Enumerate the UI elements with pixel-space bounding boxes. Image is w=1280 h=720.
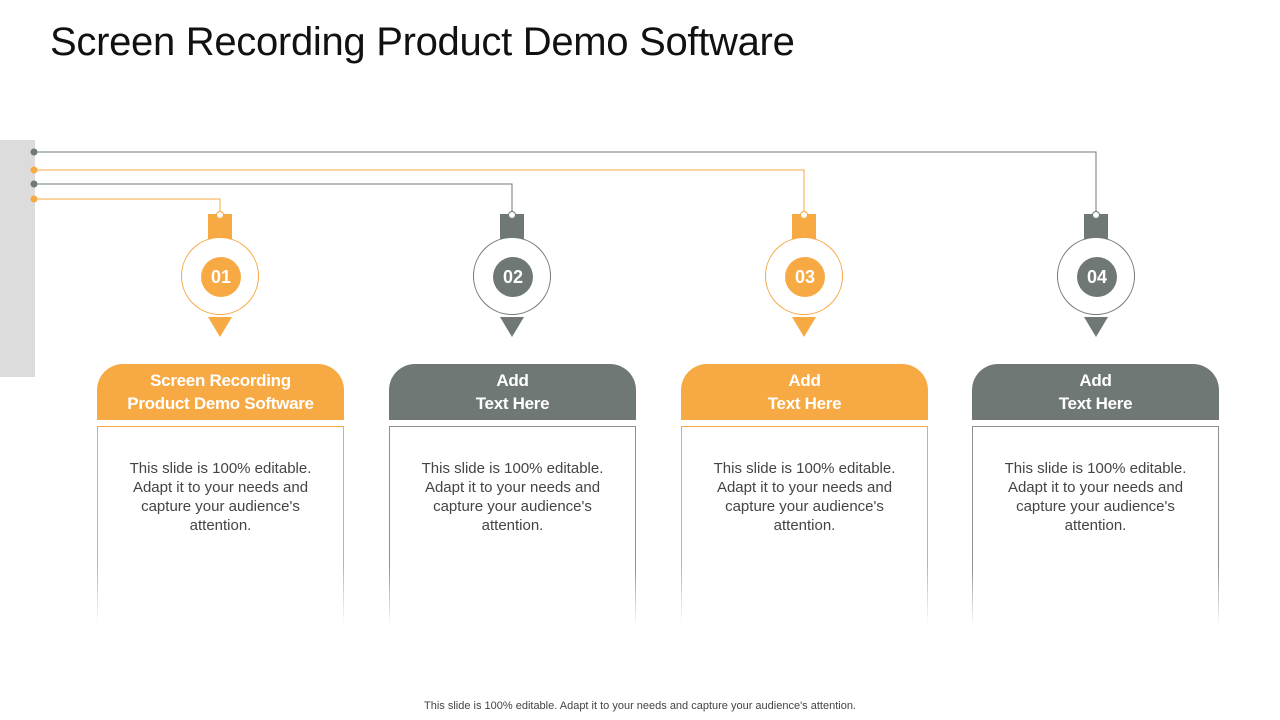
slide-title: Screen Recording Product Demo Software (50, 20, 795, 64)
connector-line-04 (34, 151, 1097, 215)
connector-line-03 (34, 169, 805, 215)
step-01-body-fade (97, 566, 344, 626)
connector-dot-02-end (508, 211, 516, 219)
step-04-ring: 04 (1057, 237, 1135, 315)
step-04-header: Add Text Here (972, 364, 1219, 420)
step-01-header: Screen Recording Product Demo Software (97, 364, 344, 420)
step-02-body-fade (389, 566, 636, 626)
step-04-header-line2: Text Here (1058, 394, 1133, 413)
connector-line-02 (34, 183, 513, 215)
step-03-header-line2: Text Here (767, 394, 842, 413)
step-02-number: 02 (493, 257, 533, 297)
step-01-ring: 01 (181, 237, 259, 315)
connector-line-01 (34, 198, 221, 215)
step-03-ring: 03 (765, 237, 843, 315)
step-01-number: 01 (201, 257, 241, 297)
step-03-body-fade (681, 566, 928, 626)
step-03-body-text: This slide is 100% editable. Adapt it to… (713, 460, 896, 534)
connector-dot-01-start (30, 195, 38, 203)
connector-dot-04-end (1092, 211, 1100, 219)
step-02-body: This slide is 100% editable. Adapt it to… (389, 426, 636, 626)
step-04-header-line1: Add (1079, 371, 1112, 390)
connector-dot-03-start (30, 166, 38, 174)
step-03-number: 03 (785, 257, 825, 297)
connector-dot-03-end (800, 211, 808, 219)
step-04-body-text: This slide is 100% editable. Adapt it to… (1004, 460, 1187, 534)
connector-dot-04-start (30, 148, 38, 156)
step-02-body-text: This slide is 100% editable. Adapt it to… (421, 460, 604, 534)
step-01-header-line2: Product Demo Software (127, 394, 314, 413)
step-02-ring: 02 (473, 237, 551, 315)
step-03-header: Add Text Here (681, 364, 928, 420)
step-02-header-line2: Text Here (475, 394, 550, 413)
step-04-pointer (1084, 317, 1108, 337)
step-01-body-text: This slide is 100% editable. Adapt it to… (129, 460, 312, 534)
step-02-pointer (500, 317, 524, 337)
connector-dot-02-start (30, 180, 38, 188)
step-03-pointer (792, 317, 816, 337)
step-01-body: This slide is 100% editable. Adapt it to… (97, 426, 344, 626)
step-04-body: This slide is 100% editable. Adapt it to… (972, 426, 1219, 626)
step-02-header: Add Text Here (389, 364, 636, 420)
step-04-body-fade (972, 566, 1219, 626)
step-03-body: This slide is 100% editable. Adapt it to… (681, 426, 928, 626)
step-03-header-line1: Add (788, 371, 821, 390)
step-02-header-line1: Add (496, 371, 529, 390)
step-01-header-line1: Screen Recording (150, 371, 291, 390)
step-01-pointer (208, 317, 232, 337)
footer-note: This slide is 100% editable. Adapt it to… (424, 700, 856, 712)
step-04-number: 04 (1077, 257, 1117, 297)
side-bar (0, 140, 35, 377)
connector-dot-01-end (216, 211, 224, 219)
